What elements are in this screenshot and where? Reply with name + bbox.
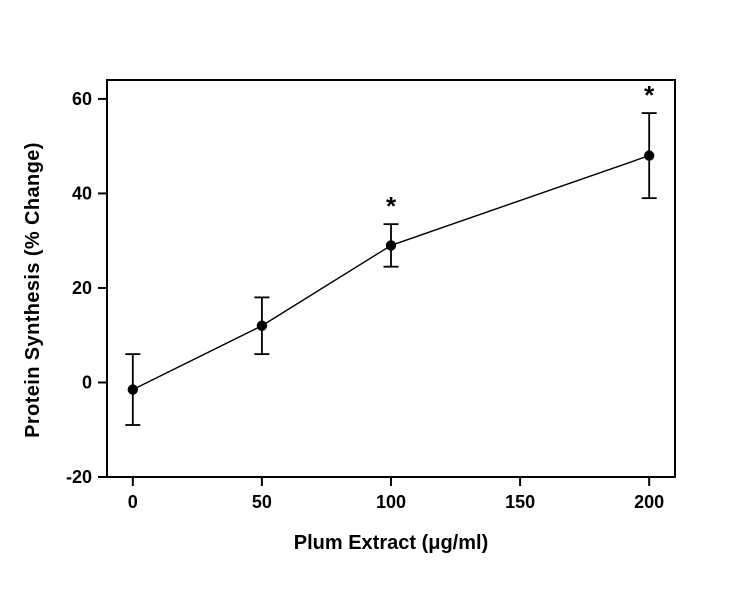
data-point-marker: [127, 384, 139, 395]
x-tick-label: 0: [128, 492, 138, 512]
y-tick-label: 40: [72, 183, 92, 203]
x-tick-label: 100: [376, 492, 406, 512]
plot-area: 0 50 100 150 200 -20 0 20 40 60 * *: [66, 79, 676, 512]
y-tick-label: 20: [72, 278, 92, 298]
significance-asterisk: *: [386, 191, 397, 221]
x-tick-label: 50: [252, 492, 272, 512]
y-tick-label: -20: [66, 467, 92, 487]
data-point-marker: [643, 150, 655, 161]
x-tick-label: 150: [505, 492, 535, 512]
data-series-line: [132, 154, 650, 391]
x-tick-label: 200: [634, 492, 664, 512]
y-axis-title: Protein Synthesis (% Change): [22, 142, 44, 438]
data-point-marker: [385, 240, 397, 251]
y-tick-label: 60: [72, 89, 92, 109]
data-point-marker: [256, 320, 268, 331]
y-tick-label: 0: [82, 372, 92, 392]
significance-asterisk: *: [644, 80, 655, 110]
x-axis-title: Plum Extract (μg/ml): [294, 532, 489, 554]
plot-frame: [106, 79, 676, 478]
